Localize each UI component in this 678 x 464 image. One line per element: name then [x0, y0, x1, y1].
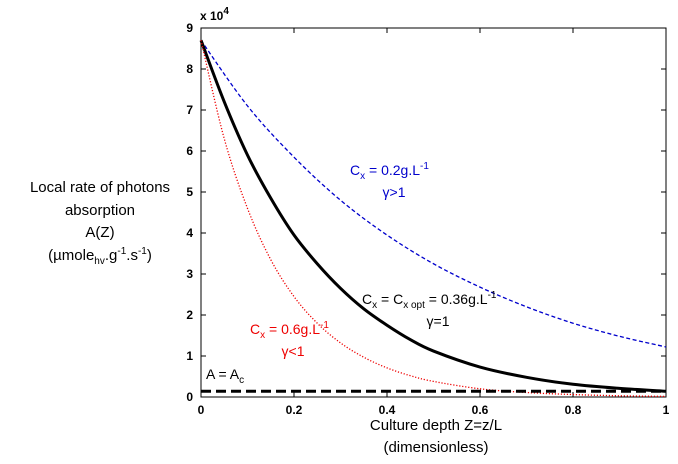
y-tick-label: 0: [186, 390, 193, 404]
y-axis-ticks: 0 1 2 3 4 5 6 7 8 9: [186, 21, 666, 404]
x-tick-label: 0.6: [472, 403, 489, 417]
annotation-red-line1: Cx = 0.6g.L-1: [250, 320, 329, 341]
y-axis-exponent: x 104: [200, 6, 229, 23]
plot-area-frame: [200, 27, 667, 398]
y-axis-label: Local rate of photons absorption A(Z) (µ…: [30, 179, 170, 267]
y-tick-label: 1: [186, 349, 193, 363]
x-axis-label-line2: (dimensionless): [383, 439, 488, 456]
y-tick-label: 7: [186, 103, 193, 117]
y-tick-label: 6: [186, 144, 193, 158]
y-tick-label: 2: [186, 308, 193, 322]
x-tick-label: 0.2: [286, 403, 303, 417]
x-tick-label: 0.8: [565, 403, 582, 417]
x-axis-label-line1: Culture depth Z=z/L: [370, 417, 502, 434]
x-axis-ticks: 0 0.2 0.4 0.6 0.8 1: [198, 28, 670, 417]
y-axis-label-line2: absorption: [65, 202, 135, 219]
x-tick-label: 1: [663, 403, 670, 417]
annotation-black-line2: γ=1: [427, 313, 450, 329]
annotation-red-line2: γ<1: [282, 343, 305, 359]
annotation-threshold: A = Ac: [206, 366, 244, 386]
x-tick-label: 0: [198, 403, 205, 417]
series-line-black-solid: [199, 39, 667, 393]
y-axis-label-line1: Local rate of photons: [30, 179, 170, 196]
y-axis-label-line3: A(Z): [85, 224, 114, 241]
series-line-red-dotted: [200, 40, 667, 398]
annotation-blue-line2: γ>1: [383, 184, 406, 200]
series-line-blue-dashed: [200, 39, 667, 348]
y-tick-label: 5: [186, 185, 193, 199]
y-tick-label: 8: [186, 62, 193, 76]
series-layer: [199, 39, 667, 398]
y-tick-label: 9: [186, 21, 193, 35]
y-tick-label: 4: [186, 226, 193, 240]
annotation-black-line1: Cx = Cx opt = 0.36g.L-1: [362, 290, 497, 311]
y-axis-label-line4: (µmolehv.g-1.s-1): [48, 246, 152, 267]
annotation-blue-line1: Cx = 0.2g.L-1: [350, 161, 429, 182]
y-tick-label: 3: [186, 267, 193, 281]
x-tick-label: 0.4: [379, 403, 396, 417]
